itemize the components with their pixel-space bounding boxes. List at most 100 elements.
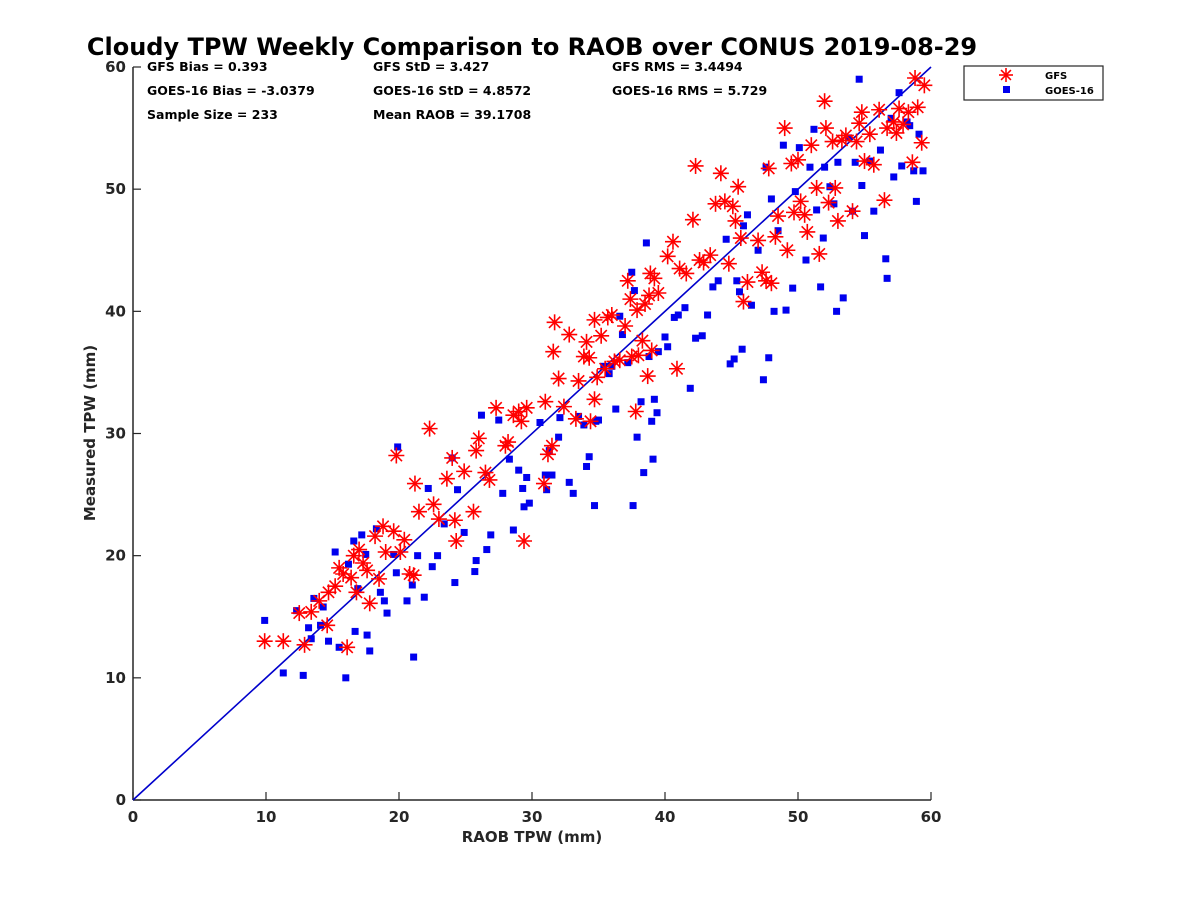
gfs-point [732, 230, 749, 247]
goes16-point [851, 158, 859, 166]
goes16-point [789, 284, 797, 292]
gfs-point [343, 569, 360, 586]
gfs-point [291, 605, 308, 622]
gfs-point [617, 317, 634, 334]
gfs-point [567, 410, 584, 427]
gfs-point [603, 306, 620, 323]
x-tick-label: 20 [389, 808, 410, 826]
goes16-point [403, 597, 411, 605]
goes16-point [454, 486, 462, 494]
gfs-point [646, 270, 663, 287]
goes16-point [817, 283, 825, 291]
gfs-point [570, 372, 587, 389]
goes16-point [664, 343, 672, 351]
goes16-point [876, 146, 884, 154]
goes16-point [545, 447, 553, 455]
gfs-point [430, 511, 447, 528]
legend-gfs-label: GFS [1045, 71, 1067, 82]
gfs-point [581, 349, 598, 366]
goes16-point [833, 307, 841, 315]
goes16-point [855, 75, 863, 83]
y-tick-label: 60 [105, 58, 126, 76]
gfs-point [820, 194, 837, 211]
gfs-point [388, 447, 405, 464]
goes16-point [883, 274, 891, 282]
goes16-point [821, 163, 829, 171]
goes16-point [408, 581, 416, 589]
gfs-point [907, 69, 924, 86]
y-tick-label: 10 [105, 669, 126, 687]
goes16-point [509, 526, 517, 534]
goes16-point [770, 307, 778, 315]
gfs-point [659, 248, 676, 265]
gfs-point [779, 242, 796, 259]
y-tick-label: 40 [105, 302, 126, 320]
goes16-point [414, 552, 422, 560]
goes16-point [583, 462, 591, 470]
goes16-point [616, 312, 624, 320]
goes16-point [342, 674, 350, 682]
goes16-point [394, 443, 402, 451]
gfs-point [763, 275, 780, 292]
goes16-point [428, 563, 436, 571]
goes16-point [661, 333, 669, 341]
goes16-point [380, 597, 388, 605]
goes16-point [743, 211, 751, 219]
stat-annotation: GFS RMS = 3.4494 [612, 59, 743, 74]
goes16-point [543, 486, 551, 494]
gfs-point [895, 116, 912, 133]
one-to-one-line [132, 66, 932, 801]
gfs-point [909, 99, 926, 116]
gfs-point [739, 274, 756, 291]
x-tick-label: 50 [788, 808, 809, 826]
gfs-point [361, 595, 378, 612]
gfs-point [586, 391, 603, 408]
gfs-point [730, 178, 747, 195]
gfs-point [545, 343, 562, 360]
goes16-point [376, 588, 384, 596]
gfs-point [630, 347, 647, 364]
y-tick-label: 50 [105, 180, 126, 198]
goes16-point [358, 531, 366, 539]
goes16-point [726, 360, 734, 368]
gfs-point [900, 104, 917, 121]
gfs-point [650, 285, 667, 302]
goes16-point [392, 569, 400, 577]
goes16-point [585, 453, 593, 461]
goes16-point [299, 671, 307, 679]
gfs-point [518, 399, 535, 416]
reference-line-group [132, 66, 932, 801]
gfs-point [385, 523, 402, 540]
goes16-point [709, 283, 717, 291]
chart-title: Cloudy TPW Weekly Comparison to RAOB ove… [87, 33, 977, 61]
gfs-point [339, 639, 356, 656]
gfs-point [396, 531, 413, 548]
gfs-point [668, 360, 685, 377]
goes16-point [830, 200, 838, 208]
gfs-point [760, 160, 777, 177]
gfs-point [481, 471, 498, 488]
goes16-point [915, 130, 923, 138]
gfs-point [438, 470, 455, 487]
goes16-point [505, 455, 513, 463]
goes16-point [806, 163, 814, 171]
goes16-point [730, 355, 738, 363]
goes16-point [813, 206, 821, 214]
goes16-point [261, 616, 269, 624]
gfs-point [724, 198, 741, 215]
gfs-point [611, 352, 628, 369]
gfs-point [796, 206, 813, 223]
goes16-point [499, 489, 507, 497]
goes16-point [704, 311, 712, 319]
gfs-point [634, 332, 651, 349]
goes16-point [782, 306, 790, 314]
x-tick-label: 40 [655, 808, 676, 826]
stat-annotation: GOES-16 StD = 4.8572 [373, 83, 531, 98]
gfs-point [837, 127, 854, 144]
gfs-point [735, 293, 752, 310]
gfs-point [582, 413, 599, 430]
gfs-point [876, 192, 893, 209]
gfs-point [470, 430, 487, 447]
goes16-point [670, 313, 678, 321]
goes16-point [674, 311, 682, 319]
